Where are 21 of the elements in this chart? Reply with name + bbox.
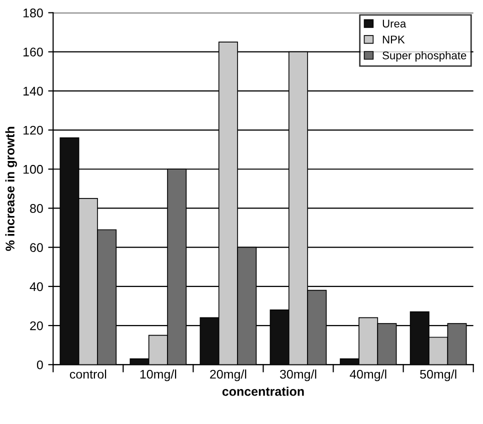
y-tick-label: 80 — [30, 204, 43, 213]
x-tick-label: 40mg/l — [350, 370, 386, 382]
y-tick-label: 40 — [30, 282, 43, 292]
x-tick-label: 10mg/l — [140, 370, 176, 382]
y-tick-label: 20 — [30, 321, 43, 330]
y-tick-label: 120 — [24, 126, 43, 135]
y-tick-label: 180 — [24, 8, 43, 18]
y-tick-label: 0 — [36, 360, 43, 370]
x-tick-label: control — [70, 370, 106, 379]
legend-label: NPK — [382, 36, 405, 44]
x-tick-label: 20mg/l — [210, 370, 246, 382]
y-tick-label: 60 — [30, 243, 43, 252]
x-tick-label: 30mg/l — [280, 370, 316, 382]
y-tick-label: 160 — [24, 48, 43, 56]
y-tick-label: 100 — [24, 164, 43, 174]
legend-label: Urea — [382, 20, 406, 28]
y-axis-title: % increase in growth — [5, 126, 17, 251]
y-tick-label: 140 — [24, 86, 43, 96]
x-axis-title: concentration — [222, 386, 304, 396]
x-tick-label: 50mg/l — [420, 370, 456, 382]
legend-label: Super phosphate — [382, 51, 466, 62]
